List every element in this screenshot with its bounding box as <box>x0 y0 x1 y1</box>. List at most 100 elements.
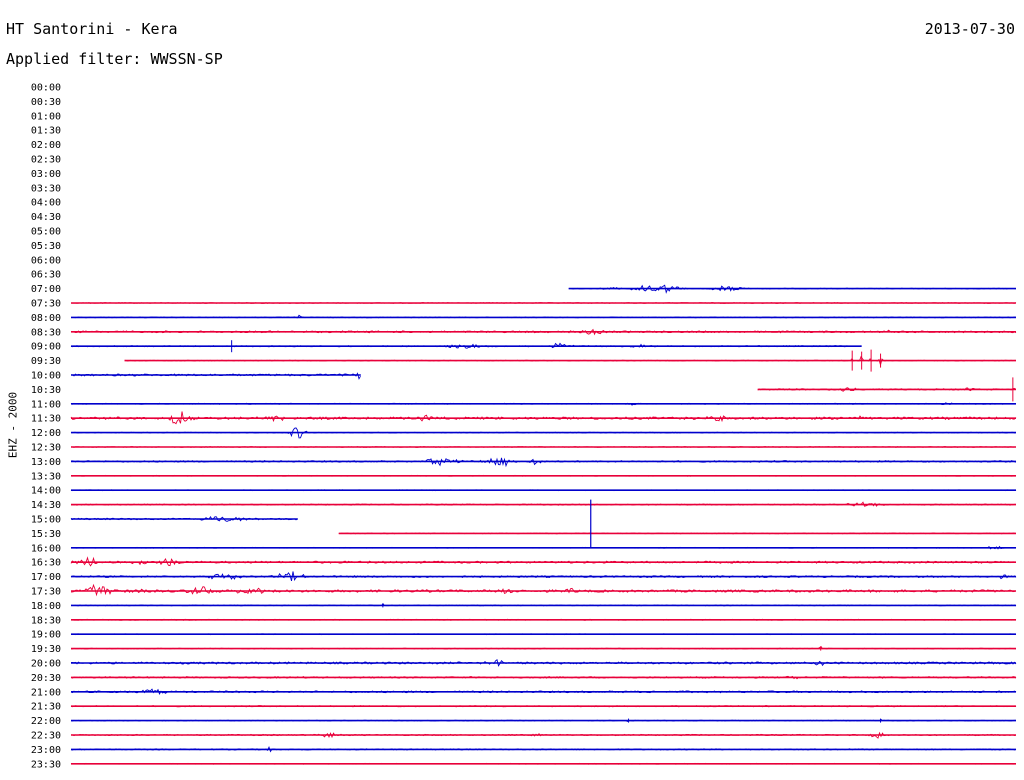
row-label-2030: 20:30 <box>31 673 61 684</box>
trace-signal <box>70 489 1017 492</box>
trace-row-1900 <box>70 633 1017 636</box>
row-label-0830: 08:30 <box>31 327 61 338</box>
row-label-0730: 07:30 <box>31 299 61 310</box>
row-label-2300: 23:00 <box>31 745 61 756</box>
trace-row-0730 <box>70 302 1017 304</box>
trace-row-1000 <box>70 372 361 380</box>
row-label-1100: 11:00 <box>31 399 61 410</box>
row-label-1930: 19:30 <box>31 644 61 655</box>
trace-row-1030 <box>757 377 1016 402</box>
trace-signal <box>70 675 1017 680</box>
trace-signal <box>70 659 1017 667</box>
row-label-2000: 20:00 <box>31 659 61 670</box>
row-label-0230: 02:30 <box>31 155 61 166</box>
trace-signal <box>70 515 298 522</box>
trace-signal <box>70 372 361 380</box>
row-label-0400: 04:00 <box>31 198 61 209</box>
row-label-1900: 19:00 <box>31 630 61 641</box>
trace-row-2230 <box>70 731 1017 739</box>
trace-row-1530 <box>338 532 1016 535</box>
trace-row-0700 <box>568 284 1016 294</box>
trace-signal <box>70 545 1017 550</box>
row-label-0200: 02:00 <box>31 140 61 151</box>
row-label-1600: 16:00 <box>31 543 61 554</box>
row-label-1130: 11:30 <box>31 414 61 425</box>
trace-signal <box>70 731 1017 739</box>
row-label-0900: 09:00 <box>31 342 61 353</box>
trace-row-2330 <box>70 762 1016 765</box>
row-label-2200: 22:00 <box>31 716 61 727</box>
trace-signal <box>71 618 1017 621</box>
filter-subtitle: Applied filter: WWSSN-SP <box>6 50 223 68</box>
row-label-0000: 00:00 <box>31 83 61 94</box>
trace-row-1430 <box>70 501 1016 507</box>
row-label-0530: 05:30 <box>31 241 61 252</box>
row-label-1400: 14:00 <box>31 486 61 497</box>
row-label-0930: 09:30 <box>31 356 61 367</box>
trace-row-1930 <box>70 645 1017 651</box>
trace-row-1800 <box>70 602 1017 608</box>
row-label-0100: 01:00 <box>31 111 61 122</box>
trace-row-1500 <box>70 515 298 522</box>
row-label-2330: 23:30 <box>31 759 61 770</box>
trace-signal <box>70 427 1017 439</box>
trace-row-1600 <box>70 545 1017 550</box>
trace-row-2200 <box>70 718 1016 723</box>
row-label-0500: 05:00 <box>31 227 61 238</box>
trace-signal <box>70 342 862 349</box>
row-label-2230: 22:30 <box>31 731 61 742</box>
trace-row-1330 <box>70 474 1017 477</box>
trace-signal <box>124 355 1016 367</box>
trace-signal <box>70 457 1017 468</box>
trace-row-1100 <box>70 402 1017 406</box>
trace-signal <box>70 762 1016 765</box>
trace-signal <box>338 532 1016 535</box>
trace-signal <box>70 402 1017 406</box>
row-label-0130: 01:30 <box>31 126 61 137</box>
seismic-traces <box>70 284 1017 765</box>
trace-signal <box>70 705 1017 708</box>
row-label-1430: 14:30 <box>31 500 61 511</box>
row-tick-labels: 00:00 00:30 01:00 01:30 02:00 02:30 03:00 03:30… <box>31 83 61 771</box>
trace-row-1700 <box>70 571 1017 582</box>
trace-row-1300 <box>70 457 1017 468</box>
row-label-0300: 03:00 <box>31 169 61 180</box>
trace-row-1630 <box>70 556 1017 567</box>
row-label-1830: 18:30 <box>31 615 61 626</box>
row-label-0430: 04:30 <box>31 212 61 223</box>
trace-row-2300 <box>70 746 1017 753</box>
row-label-0030: 00:30 <box>31 97 61 108</box>
trace-row-1730 <box>70 583 1017 597</box>
row-label-1330: 13:30 <box>31 471 61 482</box>
row-label-1730: 17:30 <box>31 587 61 598</box>
row-label-0600: 06:00 <box>31 255 61 266</box>
date-label: 2013-07-30 <box>924 20 1015 38</box>
trace-row-1230 <box>70 446 1017 448</box>
trace-row-2100 <box>70 688 1017 695</box>
trace-signal <box>70 688 1017 695</box>
trace-signal <box>70 474 1017 477</box>
row-label-1200: 12:00 <box>31 428 61 439</box>
trace-row-2030 <box>70 675 1017 680</box>
trace-signal <box>70 583 1017 597</box>
row-label-1530: 15:30 <box>31 529 61 540</box>
trace-row-1830 <box>71 618 1017 621</box>
trace-row-1200 <box>70 427 1017 439</box>
trace-signal <box>70 746 1017 753</box>
row-label-1700: 17:00 <box>31 572 61 583</box>
row-label-1500: 15:00 <box>31 515 61 526</box>
trace-row-2000 <box>70 659 1017 667</box>
row-label-0700: 07:00 <box>31 284 61 295</box>
row-label-0800: 08:00 <box>31 313 61 324</box>
trace-row-0900 <box>70 340 862 353</box>
trace-row-0800 <box>70 314 1017 319</box>
row-label-0630: 06:30 <box>31 270 61 281</box>
trace-signal <box>70 602 1017 607</box>
trace-signal <box>70 633 1017 636</box>
trace-signal <box>568 284 1016 294</box>
row-label-1000: 10:00 <box>31 371 61 382</box>
row-label-2130: 21:30 <box>31 702 61 713</box>
trace-row-0930 <box>124 349 1016 372</box>
trace-signal <box>70 314 1017 319</box>
